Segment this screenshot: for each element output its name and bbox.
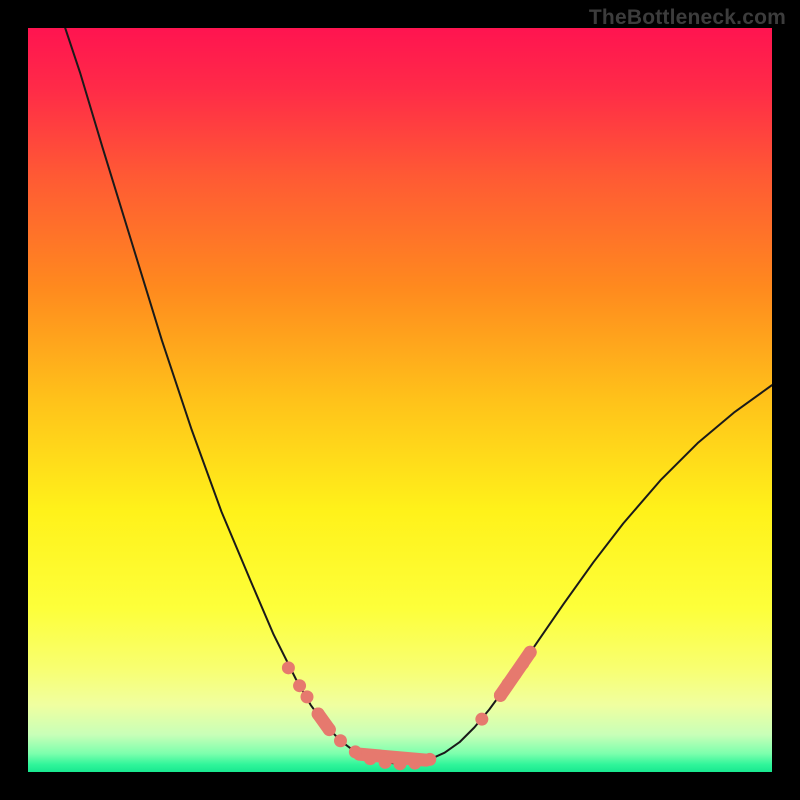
watermark-text: TheBottleneck.com — [589, 6, 786, 30]
data-marker — [379, 756, 392, 769]
data-marker — [509, 667, 522, 680]
chart-svg — [28, 28, 772, 772]
data-marker — [293, 679, 306, 692]
data-marker — [323, 723, 336, 736]
data-marker — [301, 690, 314, 703]
gradient-background — [28, 28, 772, 772]
data-marker — [494, 689, 507, 702]
chart-frame: TheBottleneck.com — [0, 0, 800, 800]
data-marker — [501, 678, 514, 691]
data-marker — [423, 753, 436, 766]
data-marker — [312, 707, 325, 720]
data-marker — [524, 646, 537, 659]
data-marker — [364, 752, 377, 765]
data-marker — [334, 734, 347, 747]
data-marker — [516, 657, 529, 670]
data-marker — [349, 745, 362, 758]
data-marker — [282, 661, 295, 674]
chart-plot-area — [28, 28, 772, 772]
data-marker — [475, 713, 488, 726]
data-marker — [408, 757, 421, 770]
data-marker — [394, 757, 407, 770]
